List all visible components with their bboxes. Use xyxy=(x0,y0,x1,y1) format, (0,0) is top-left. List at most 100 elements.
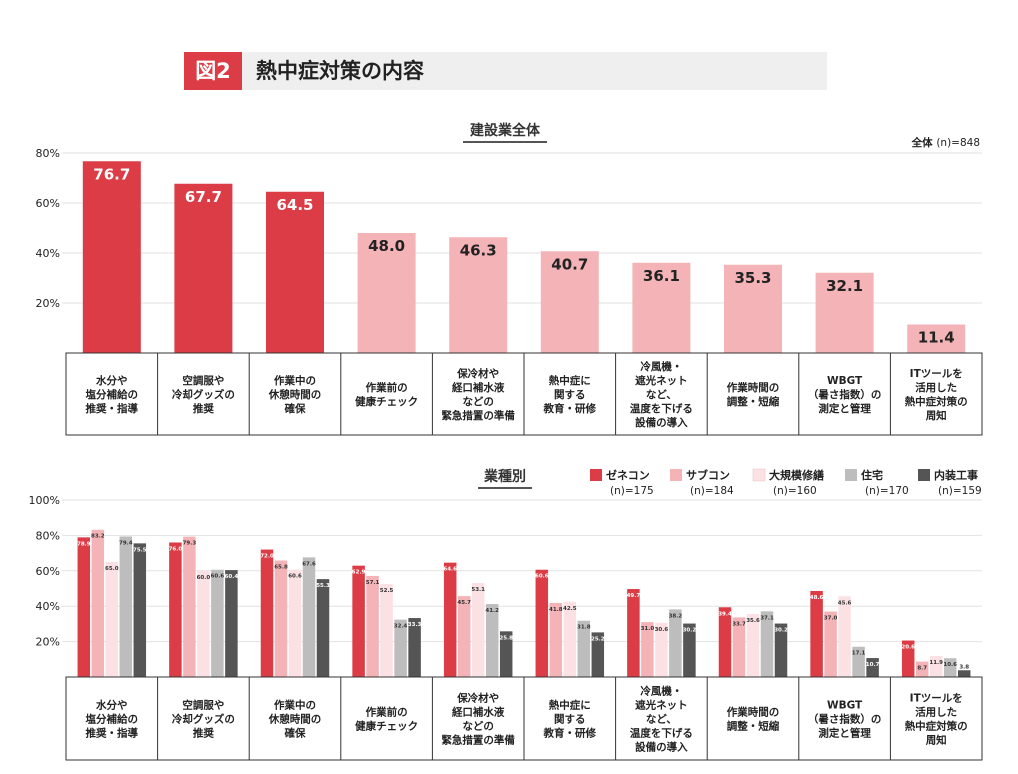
legend-swatch xyxy=(918,469,930,481)
chart1-data-label: 67.7 xyxy=(185,188,222,206)
chart2-data-label: 33.3 xyxy=(408,622,422,628)
figure-header: 図2 熱中症対策の内容 xyxy=(184,52,827,90)
legend-swatch xyxy=(845,469,857,481)
chart1-data-label: 36.1 xyxy=(643,267,680,285)
figure-title: 熱中症対策の内容 xyxy=(256,59,424,83)
chart2-data-label: 11.9 xyxy=(929,660,943,666)
chart2-data-label: 45.6 xyxy=(838,600,852,606)
chart2-bar xyxy=(197,570,210,677)
chart2-data-label: 83.2 xyxy=(91,534,105,540)
chart2-bar xyxy=(627,589,640,677)
chart2-data-label: 55.3 xyxy=(316,583,330,589)
chart2-bar xyxy=(225,570,238,677)
legend-sample-size: (n)=159 xyxy=(938,485,982,497)
chart2-category-label: 冷風機・遮光ネットなど、温度を下げる設備の導入 xyxy=(630,685,693,754)
chart2-bar xyxy=(591,632,605,677)
chart2-bar xyxy=(366,575,379,677)
chart2-category-label: 熱中症に関する教育・研修 xyxy=(543,699,597,740)
chart2-data-label: 45.7 xyxy=(457,600,471,606)
chart2-bar xyxy=(866,658,879,677)
chart1-data-label: 76.7 xyxy=(93,165,130,183)
chart1-data-label: 40.7 xyxy=(551,255,588,273)
chart1-bar xyxy=(907,324,966,353)
chart2-data-label: 30.6 xyxy=(655,627,669,633)
chart2-data-label: 52.5 xyxy=(380,588,394,594)
chart2-bar xyxy=(485,604,499,677)
chart2-data-label: 20.6 xyxy=(901,645,915,651)
chart2-data-label: 42.5 xyxy=(563,606,577,612)
chart1-category-label: 作業中の休憩時間の確保 xyxy=(268,374,322,415)
chart2-data-label: 33.7 xyxy=(732,621,746,627)
chart2-bar xyxy=(211,569,224,677)
chart2-bar xyxy=(929,655,943,677)
chart2-data-label: 60.6 xyxy=(535,574,549,580)
chart2-data-label: 48.6 xyxy=(810,595,824,601)
chart2-data-label: 49.7 xyxy=(627,593,641,599)
chart2-data-label: 10.7 xyxy=(866,662,880,668)
chart2-category-label: WBGT （暑さ指数）の測定と管理 xyxy=(808,700,882,740)
chart2-data-label: 30.2 xyxy=(774,628,788,634)
chart1-bar xyxy=(540,251,599,353)
chart2-bar xyxy=(915,661,929,677)
chart2-bar xyxy=(380,584,393,677)
chart1-y-tick: 40% xyxy=(36,247,60,260)
chart2-bar xyxy=(499,631,513,677)
chart2-bar xyxy=(746,613,760,677)
chart1-data-label: 32.1 xyxy=(826,277,863,295)
chart1-category-label: ITツールを活用した熱中症対策の周知 xyxy=(905,368,968,422)
legend-sample-size: (n)=170 xyxy=(865,485,909,497)
chart2-data-label: 38.2 xyxy=(669,613,683,619)
chart2-data-label: 60.6 xyxy=(288,574,302,580)
chart2-bar xyxy=(852,646,865,677)
chart2-data-label: 72.0 xyxy=(260,554,274,560)
chart2-bar xyxy=(901,640,915,677)
legend-sample-size: (n)=184 xyxy=(690,485,734,497)
chart2-bar xyxy=(316,579,330,677)
chart2-data-label: 76.0 xyxy=(169,546,183,552)
chart2-category-label: 水分や塩分補給の推奨・指導 xyxy=(86,699,139,740)
chart2-data-label: 32.4 xyxy=(394,624,408,630)
chart1-data-label: 64.5 xyxy=(276,196,313,214)
chart2-bar xyxy=(352,565,365,677)
chart1-bar xyxy=(632,262,691,353)
chart2-data-label: 79.4 xyxy=(119,540,133,546)
chart2-data-label: 17.1 xyxy=(852,651,866,657)
chart1-category-label: 水分や塩分補給の推奨・指導 xyxy=(86,374,139,415)
chart1-data-label: 35.3 xyxy=(734,269,771,287)
chart2-bar xyxy=(943,658,957,677)
chart2-data-label: 78.9 xyxy=(77,541,91,547)
legend-sample-size: (n)=160 xyxy=(773,485,817,497)
chart2-data-label: 10.6 xyxy=(943,662,957,668)
chart2-category-label: 作業時間の調整・短縮 xyxy=(727,706,780,733)
chart2-bar xyxy=(443,562,457,677)
chart1-data-label: 11.4 xyxy=(918,329,955,347)
chart2-data-label: 25.8 xyxy=(499,635,513,641)
legend-swatch xyxy=(670,469,682,481)
chart2-data-label: 37.1 xyxy=(760,615,774,621)
chart2-data-label: 60.4 xyxy=(225,574,239,580)
chart2-bar xyxy=(119,536,133,677)
chart2-data-label: 8.7 xyxy=(917,666,927,672)
chart1-bar xyxy=(449,237,508,353)
chart2-data-label: 41.8 xyxy=(549,607,563,613)
chart2-data-label: 35.6 xyxy=(746,618,760,624)
legend-series-name: ゼネコン xyxy=(606,468,650,482)
legend-series-name: 大規模修繕 xyxy=(769,468,824,482)
chart1-category-label: 熱中症に関する教育・研修 xyxy=(543,374,597,415)
chart1-category-label: 作業時間の調整・短縮 xyxy=(727,381,780,408)
chart2-bar xyxy=(260,549,274,677)
legend-series-name: 住宅 xyxy=(861,468,883,482)
chart2-bar xyxy=(77,537,91,677)
chart1-category-label: 作業前の健康チェック xyxy=(355,381,418,408)
chart1-bar xyxy=(815,272,874,353)
chart2-data-label: 64.6 xyxy=(443,567,457,573)
chart1-data-label: 48.0 xyxy=(368,237,405,255)
chart2-y-tick: 20% xyxy=(36,636,60,649)
figure-label: 図2 xyxy=(184,52,242,90)
legend-swatch xyxy=(590,469,602,481)
chart2-data-label: 75.5 xyxy=(133,547,147,553)
chart2-bar xyxy=(655,622,668,677)
chart1-category-label: 冷風機・遮光ネットなど、温度を下げる設備の導入 xyxy=(630,360,693,429)
chart2-bar xyxy=(669,609,682,677)
chart2-bar xyxy=(288,569,302,677)
